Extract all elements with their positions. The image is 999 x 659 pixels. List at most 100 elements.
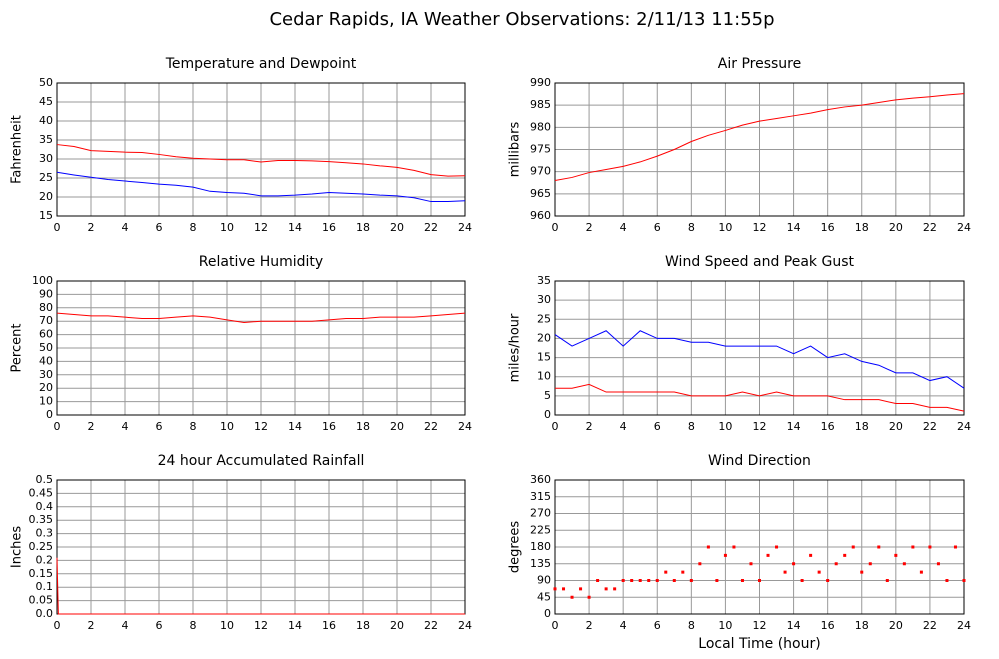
x-tick-label: 10 (220, 619, 234, 632)
x-tick-label: 14 (288, 221, 302, 234)
y-tick-label: 20 (537, 331, 551, 344)
x-tick-label: 4 (122, 420, 129, 433)
x-tick-label: 6 (654, 619, 661, 632)
x-tick-label: 24 (957, 221, 971, 234)
data-point (885, 579, 889, 582)
x-tick-label: 24 (458, 619, 472, 632)
data-point (553, 587, 557, 591)
y-tick-label: 360 (530, 473, 551, 486)
x-tick-label: 6 (156, 619, 163, 632)
x-tick-label: 8 (190, 619, 197, 632)
x-tick-label: 6 (156, 221, 163, 234)
y-tick-label: 25 (39, 171, 53, 184)
x-tick-label: 0 (54, 619, 61, 632)
data-point (894, 553, 898, 557)
data-line (56, 144, 466, 177)
x-tick-label: 12 (753, 221, 767, 234)
x-tick-label: 22 (424, 619, 438, 632)
x-tick-label: 2 (586, 420, 593, 433)
plot-frame (56, 82, 466, 217)
x-tick-label: 24 (458, 221, 472, 234)
x-tick-label: 22 (923, 420, 937, 433)
x-tick-label: 16 (821, 420, 835, 433)
data-point (604, 587, 608, 591)
chart-title: Relative Humidity (199, 254, 323, 270)
y-tick-label: 30 (39, 152, 53, 165)
data-line (56, 312, 466, 324)
data-point (851, 545, 855, 549)
y-tick-label: 30 (537, 293, 551, 306)
data-point (877, 545, 881, 549)
x-tick-label: 0 (552, 420, 559, 433)
y-tick-label: 90 (537, 574, 551, 587)
y-tick-label: 30 (39, 368, 53, 381)
x-tick-label: 20 (889, 221, 903, 234)
x-tick-label: 12 (254, 221, 268, 234)
y-tick-label: 0.25 (29, 540, 54, 553)
data-point (953, 545, 957, 549)
y-tick-label: 25 (537, 312, 551, 325)
x-tick-label: 16 (821, 221, 835, 234)
x-tick-label: 20 (390, 420, 404, 433)
y-tick-label: 40 (39, 114, 53, 127)
y-tick-label: 45 (537, 590, 551, 603)
y-tick-label: 35 (537, 274, 551, 287)
x-tick-label: 22 (923, 221, 937, 234)
x-tick-label: 24 (957, 619, 971, 632)
y-tick-label: 0.4 (36, 500, 54, 513)
x-tick-label: 6 (654, 221, 661, 234)
chart-title: Wind Speed and Peak Gust (665, 254, 854, 270)
x-tick-label: 24 (957, 420, 971, 433)
y-tick-label: 10 (39, 395, 53, 408)
x-tick-label: 12 (753, 619, 767, 632)
data-point (809, 553, 813, 557)
x-tick-label: 2 (586, 221, 593, 234)
data-point (783, 570, 787, 574)
y-tick-label: 20 (39, 190, 53, 203)
y-axis-label: Fahrenheit (10, 115, 25, 184)
data-line (554, 93, 965, 182)
x-tick-label: 10 (718, 221, 732, 234)
x-tick-label: 10 (718, 420, 732, 433)
y-tick-label: 80 (39, 301, 53, 314)
x-tick-label: 6 (156, 420, 163, 433)
x-tick-label: 6 (654, 420, 661, 433)
data-point (681, 570, 685, 574)
x-tick-label: 0 (54, 221, 61, 234)
y-tick-label: 0.15 (29, 567, 54, 580)
data-point (758, 579, 761, 582)
y-tick-label: 0 (544, 607, 551, 620)
data-point (843, 553, 847, 557)
x-tick-label: 22 (424, 420, 438, 433)
x-tick-label: 10 (220, 221, 234, 234)
y-tick-label: 100 (32, 274, 53, 287)
data-point (775, 545, 779, 549)
x-tick-label: 2 (88, 619, 95, 632)
x-tick-label: 2 (88, 420, 95, 433)
y-tick-label: 90 (39, 287, 53, 300)
y-tick-label: 40 (39, 354, 53, 367)
y-tick-label: 0.0 (36, 607, 54, 620)
data-point (723, 553, 727, 557)
x-tick-label: 18 (855, 221, 869, 234)
data-point (689, 579, 693, 582)
x-tick-label: 12 (254, 619, 268, 632)
x-tick-label: 22 (923, 619, 937, 632)
y-tick-label: 50 (39, 76, 53, 89)
x-tick-label: 12 (753, 420, 767, 433)
y-tick-label: 0 (544, 408, 551, 421)
x-tick-label: 18 (855, 420, 869, 433)
x-tick-label: 8 (688, 420, 695, 433)
x-tick-label: 18 (356, 420, 370, 433)
y-tick-label: 5 (544, 389, 551, 402)
y-tick-label: 965 (530, 187, 551, 200)
x-tick-label: 8 (688, 221, 695, 234)
x-axis-label: Local Time (hour) (698, 636, 820, 652)
data-point (800, 579, 804, 582)
x-tick-label: 20 (390, 221, 404, 234)
x-tick-label: 8 (688, 619, 695, 632)
y-tick-label: 985 (530, 98, 551, 111)
x-tick-label: 20 (390, 619, 404, 632)
chart-title: Temperature and Dewpoint (165, 56, 357, 72)
y-tick-label: 990 (530, 76, 551, 89)
